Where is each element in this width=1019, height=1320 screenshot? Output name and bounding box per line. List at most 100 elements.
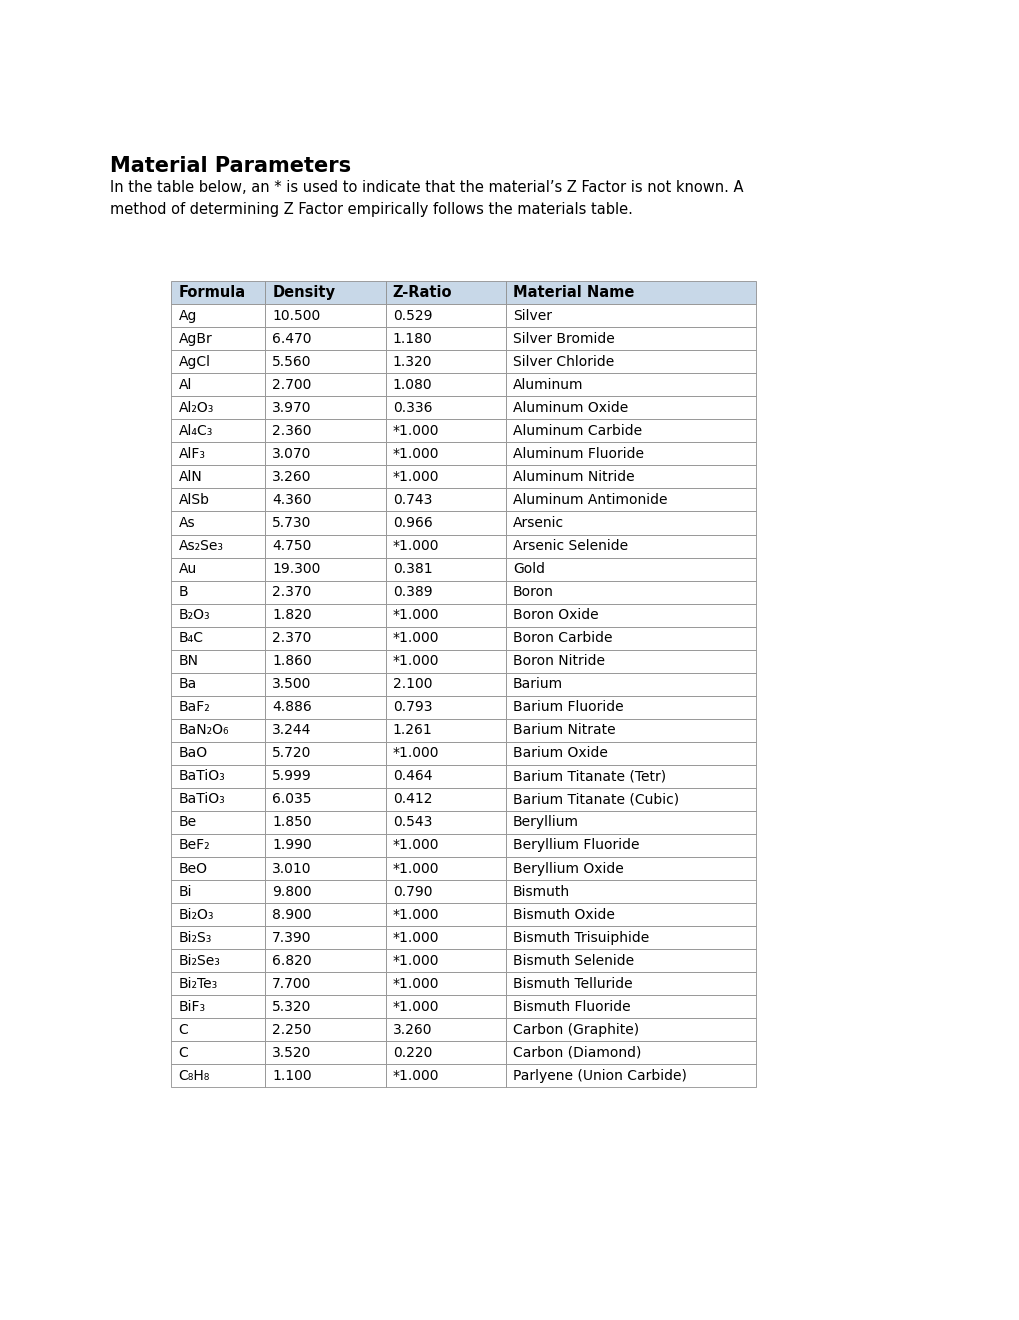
Text: Bi: Bi [178, 884, 192, 899]
Text: 5.999: 5.999 [272, 770, 312, 783]
Text: *1.000: *1.000 [392, 977, 439, 991]
Text: Aluminum Nitride: Aluminum Nitride [513, 470, 634, 484]
Text: Al₄C₃: Al₄C₃ [178, 424, 213, 438]
Text: Al: Al [178, 378, 192, 392]
Text: Beryllium: Beryllium [513, 816, 579, 829]
Text: 0.389: 0.389 [392, 585, 432, 599]
Text: 3.070: 3.070 [272, 447, 312, 461]
Text: Au: Au [178, 562, 197, 576]
Text: Be: Be [178, 816, 197, 829]
Text: Aluminum Antimonide: Aluminum Antimonide [513, 492, 666, 507]
Text: 4.360: 4.360 [272, 492, 312, 507]
Text: C₈H₈: C₈H₈ [178, 1069, 210, 1082]
Text: 0.790: 0.790 [392, 884, 432, 899]
Text: 7.700: 7.700 [272, 977, 312, 991]
Text: Density: Density [272, 285, 335, 300]
Text: Silver Chloride: Silver Chloride [513, 355, 613, 368]
Text: BN: BN [178, 655, 199, 668]
Text: 2.370: 2.370 [272, 631, 312, 645]
Text: *1.000: *1.000 [392, 838, 439, 853]
Text: Beryllium Oxide: Beryllium Oxide [513, 862, 624, 875]
Text: Z-Ratio: Z-Ratio [392, 285, 451, 300]
Text: C: C [178, 1023, 189, 1036]
Text: Boron Nitride: Boron Nitride [513, 655, 604, 668]
Text: Al₂O₃: Al₂O₃ [178, 401, 214, 414]
Text: Bismuth Telluride: Bismuth Telluride [513, 977, 632, 991]
Text: Boron: Boron [513, 585, 553, 599]
Text: 3.260: 3.260 [272, 470, 312, 484]
Text: 3.244: 3.244 [272, 723, 312, 738]
Text: Bismuth: Bismuth [513, 884, 570, 899]
Text: Material Parameters: Material Parameters [110, 156, 351, 176]
Text: Silver: Silver [513, 309, 551, 322]
Text: Aluminum Carbide: Aluminum Carbide [513, 424, 642, 438]
Text: 3.260: 3.260 [392, 1023, 432, 1036]
Text: 1.180: 1.180 [392, 331, 432, 346]
Text: *1.000: *1.000 [392, 424, 439, 438]
Text: 6.820: 6.820 [272, 953, 312, 968]
Text: Bi₂Te₃: Bi₂Te₃ [178, 977, 217, 991]
Text: 3.500: 3.500 [272, 677, 312, 692]
Text: AgBr: AgBr [178, 331, 212, 346]
Text: *1.000: *1.000 [392, 655, 439, 668]
Text: 6.470: 6.470 [272, 331, 312, 346]
Text: AlF₃: AlF₃ [178, 447, 205, 461]
Text: Ag: Ag [178, 309, 197, 322]
Text: 2.100: 2.100 [392, 677, 432, 692]
Text: Boron Oxide: Boron Oxide [513, 609, 598, 622]
Text: *1.000: *1.000 [392, 931, 439, 945]
Text: 5.560: 5.560 [272, 355, 312, 368]
Text: 5.320: 5.320 [272, 999, 312, 1014]
Text: 0.743: 0.743 [392, 492, 432, 507]
Text: 0.543: 0.543 [392, 816, 432, 829]
Text: *1.000: *1.000 [392, 908, 439, 921]
Text: Ba: Ba [178, 677, 197, 692]
Text: 2.360: 2.360 [272, 424, 312, 438]
Text: Barium: Barium [513, 677, 562, 692]
Text: Bi₂S₃: Bi₂S₃ [178, 931, 212, 945]
Text: Arsenic: Arsenic [513, 516, 564, 531]
Text: 19.300: 19.300 [272, 562, 320, 576]
Text: 0.966: 0.966 [392, 516, 432, 531]
Text: 1.261: 1.261 [392, 723, 432, 738]
Text: *1.000: *1.000 [392, 609, 439, 622]
Text: BaTiO₃: BaTiO₃ [178, 770, 225, 783]
Text: 6.035: 6.035 [272, 792, 312, 807]
Text: Arsenic Selenide: Arsenic Selenide [513, 539, 628, 553]
Text: Barium Titanate (Cubic): Barium Titanate (Cubic) [513, 792, 679, 807]
Text: Barium Titanate (Tetr): Barium Titanate (Tetr) [513, 770, 665, 783]
Text: Bismuth Selenide: Bismuth Selenide [513, 953, 634, 968]
Text: 2.700: 2.700 [272, 378, 312, 392]
Text: *1.000: *1.000 [392, 999, 439, 1014]
Text: As: As [178, 516, 195, 531]
Text: *1.000: *1.000 [392, 1069, 439, 1082]
Text: 9.800: 9.800 [272, 884, 312, 899]
Text: *1.000: *1.000 [392, 631, 439, 645]
Text: BeF₂: BeF₂ [178, 838, 210, 853]
Text: 3.010: 3.010 [272, 862, 312, 875]
Text: Barium Fluoride: Barium Fluoride [513, 701, 623, 714]
Text: Bi₂O₃: Bi₂O₃ [178, 908, 214, 921]
Text: Carbon (Graphite): Carbon (Graphite) [513, 1023, 639, 1036]
Text: 1.080: 1.080 [392, 378, 432, 392]
Text: 1.860: 1.860 [272, 655, 312, 668]
Text: Formula: Formula [178, 285, 246, 300]
Text: Bi₂Se₃: Bi₂Se₃ [178, 953, 220, 968]
Text: 1.320: 1.320 [392, 355, 432, 368]
Text: 3.970: 3.970 [272, 401, 312, 414]
Text: Aluminum Oxide: Aluminum Oxide [513, 401, 628, 414]
Text: Bismuth Oxide: Bismuth Oxide [513, 908, 614, 921]
Text: *1.000: *1.000 [392, 470, 439, 484]
Text: BaF₂: BaF₂ [178, 701, 210, 714]
Text: 4.750: 4.750 [272, 539, 312, 553]
Text: 7.390: 7.390 [272, 931, 312, 945]
Text: AlSb: AlSb [178, 492, 209, 507]
Text: 3.520: 3.520 [272, 1045, 312, 1060]
Text: BaO: BaO [178, 746, 208, 760]
Text: Aluminum: Aluminum [513, 378, 583, 392]
Text: BaTiO₃: BaTiO₃ [178, 792, 225, 807]
Text: 0.412: 0.412 [392, 792, 432, 807]
Text: Parlyene (Union Carbide): Parlyene (Union Carbide) [513, 1069, 686, 1082]
Text: 0.220: 0.220 [392, 1045, 432, 1060]
Text: Beryllium Fluoride: Beryllium Fluoride [513, 838, 639, 853]
